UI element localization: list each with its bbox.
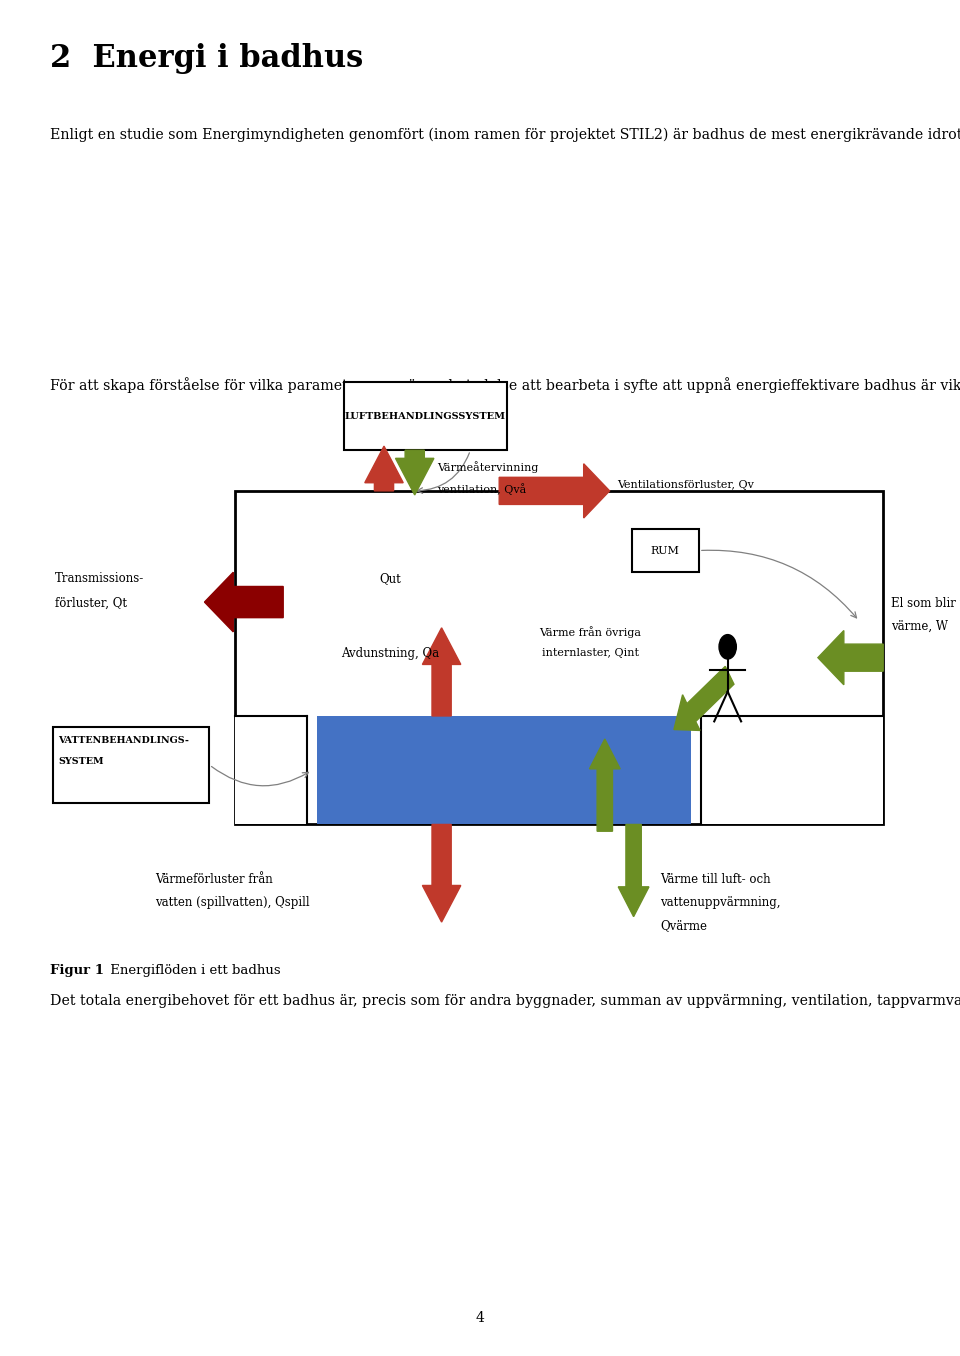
Text: förluster, Qt: förluster, Qt (55, 597, 127, 610)
Text: Transmissions-: Transmissions- (55, 572, 144, 586)
Text: Värme till luft- och: Värme till luft- och (660, 873, 771, 887)
FancyArrow shape (365, 446, 403, 491)
FancyArrow shape (422, 628, 461, 716)
FancyArrow shape (589, 739, 620, 831)
Text: 2  Energi i badhus: 2 Energi i badhus (50, 43, 363, 75)
Text: internlaster, Qint: internlaster, Qint (541, 648, 639, 658)
Bar (53, 727, 209, 803)
Text: Avdunstning, Qa: Avdunstning, Qa (341, 647, 439, 660)
FancyArrow shape (204, 572, 283, 632)
Bar (344, 382, 507, 450)
Text: vatten (spillvatten), Qspill: vatten (spillvatten), Qspill (156, 896, 310, 910)
Text: Qvärme: Qvärme (660, 919, 708, 933)
FancyArrow shape (618, 824, 649, 917)
FancyArrow shape (422, 824, 461, 922)
Bar (701, 716, 883, 824)
Text: Värmeförluster från: Värmeförluster från (156, 873, 274, 887)
Circle shape (719, 635, 736, 659)
FancyArrow shape (818, 631, 883, 685)
Bar (317, 716, 691, 824)
Text: Qut: Qut (379, 572, 401, 586)
Text: Figur 1: Figur 1 (50, 964, 104, 978)
Text: Energiflöden i ett badhus: Energiflöden i ett badhus (106, 964, 280, 978)
Text: Värme från övriga: Värme från övriga (540, 626, 641, 639)
Text: vattenuppvärmning,: vattenuppvärmning, (660, 896, 781, 910)
FancyArrow shape (674, 666, 734, 731)
Text: LUFTBEHANDLINGSSYSTEM: LUFTBEHANDLINGSSYSTEM (345, 412, 506, 420)
Text: RUM: RUM (651, 545, 680, 556)
Text: värme, W: värme, W (891, 620, 948, 633)
Text: 4: 4 (475, 1311, 485, 1325)
Text: SYSTEM: SYSTEM (59, 757, 104, 766)
Bar (632, 529, 699, 572)
Bar (235, 716, 307, 824)
FancyArrow shape (499, 464, 610, 518)
FancyArrow shape (396, 450, 434, 495)
Text: Enligt en studie som Energimyndigheten genomfört (inom ramen för projektet STIL2: Enligt en studie som Energimyndigheten g… (50, 126, 960, 142)
Bar (235, 491, 883, 824)
Text: El som blir till: El som blir till (891, 597, 960, 610)
Text: Ventilationsförluster, Qv: Ventilationsförluster, Qv (617, 480, 755, 491)
Text: Det totala energibehovet för ett badhus är, precis som för andra byggnader, summ: Det totala energibehovet för ett badhus … (50, 993, 960, 1009)
Text: VATTENBEHANDLINGS-: VATTENBEHANDLINGS- (59, 736, 189, 746)
Text: För att skapa förståelse för vilka parametrar som är av betydelse att bearbeta i: För att skapa förståelse för vilka param… (50, 377, 960, 393)
Text: Värmeåtervinning: Värmeåtervinning (437, 461, 539, 473)
Text: ventilation, Qvå: ventilation, Qvå (437, 483, 526, 495)
